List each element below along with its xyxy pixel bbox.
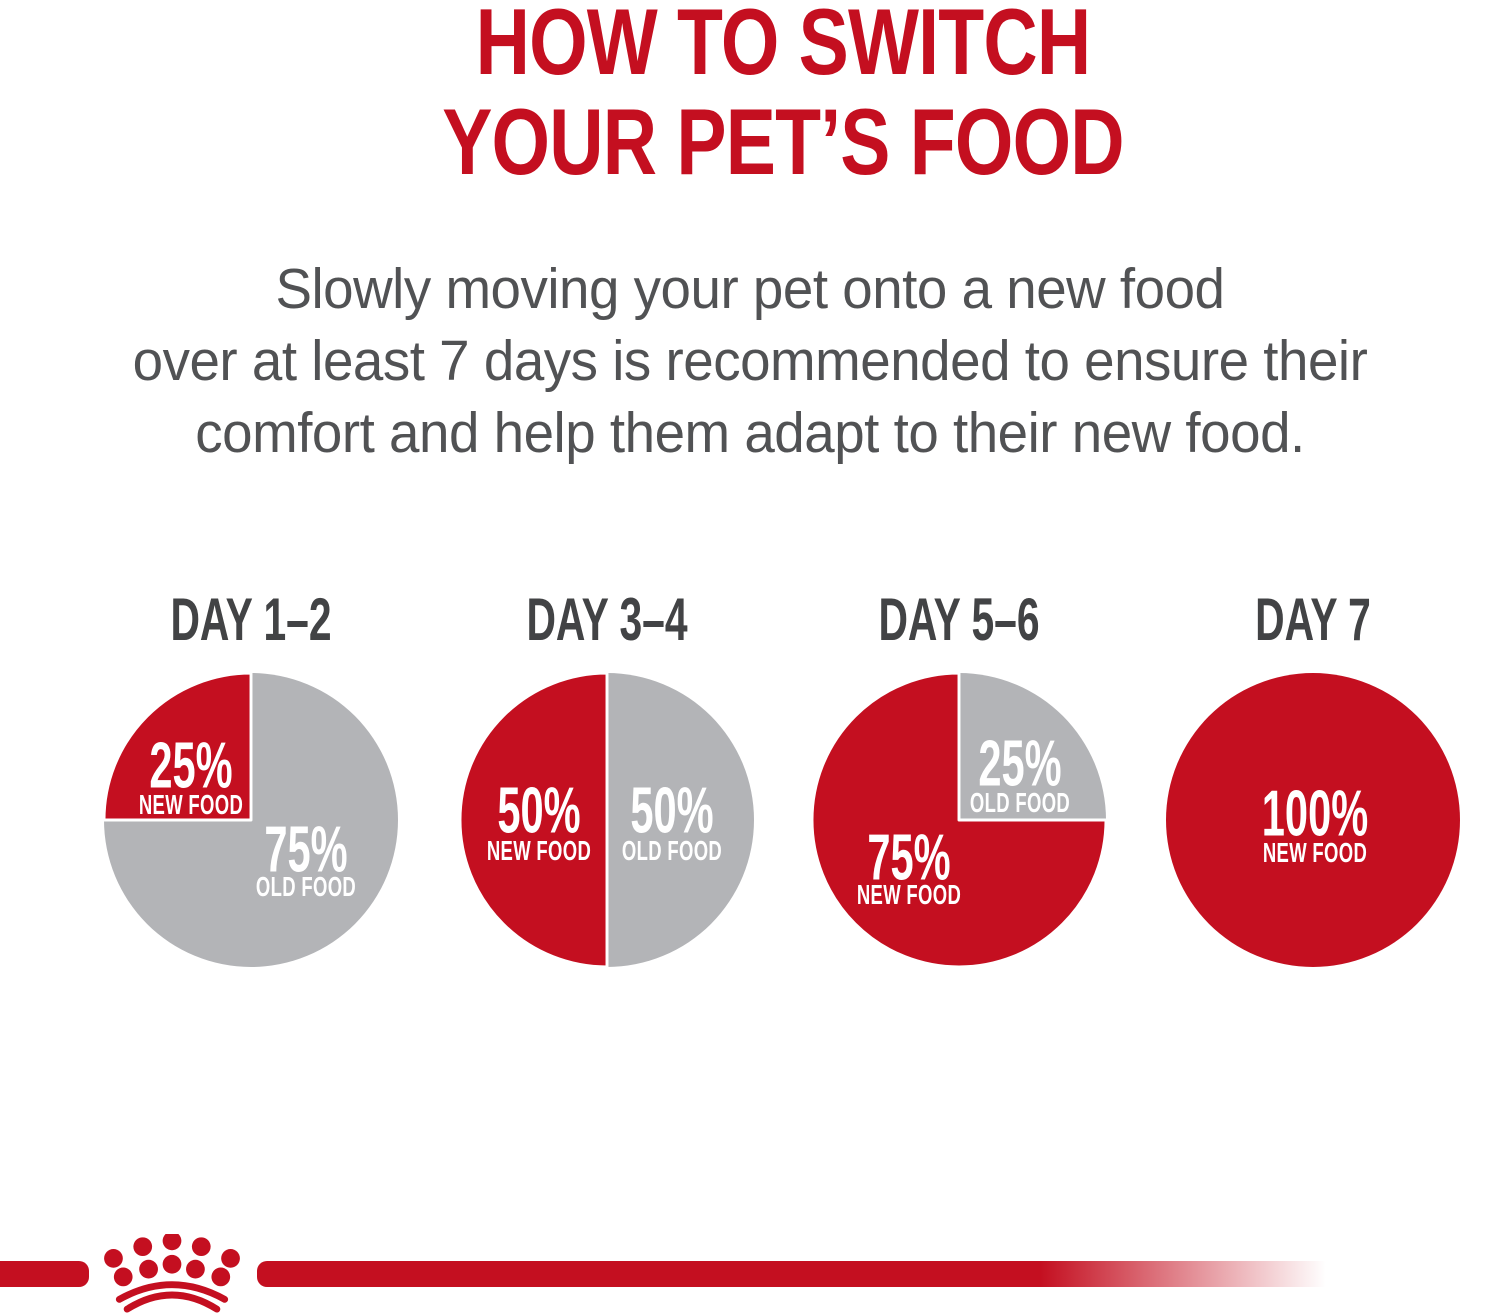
pie1-old-food-label: OLD FOOD <box>255 871 357 902</box>
pie-chart-day-1-2: 25% NEW FOOD 75% OLD FOOD <box>104 673 398 967</box>
day-7-label: DAY 7 <box>1255 586 1371 653</box>
pie2-old-food-percent: 50% <box>630 773 714 847</box>
pie-day-5-6-graphic <box>812 673 1106 967</box>
pie-chart-day-7: 100% NEW FOOD <box>1166 673 1460 967</box>
page-title-line2: YOUR PET’S FOOD <box>442 89 1124 194</box>
pie-day-3-4-graphic <box>460 673 754 967</box>
day-3-4-label: DAY 3–4 <box>526 586 688 653</box>
royal-canin-crown-icon <box>104 1234 240 1313</box>
new-food-slice <box>104 673 253 822</box>
day-5-6-label: DAY 5–6 <box>878 586 1040 653</box>
pie3-old-food-percent: 25% <box>978 726 1062 800</box>
subtitle-line3: comfort and help them adapt to their new… <box>195 401 1305 465</box>
footer-rule-right <box>257 1261 1500 1287</box>
pie4-new-food-label: NEW FOOD <box>1262 837 1368 868</box>
pie-day-7-graphic <box>1166 673 1460 967</box>
page-title: HOW TO SWITCH YOUR PET’S FOOD <box>183 0 1383 192</box>
pie-chart-day-5-6: 25% OLD FOOD 75% NEW FOOD <box>812 673 1106 967</box>
pie-chart-day-3-4: 50% NEW FOOD 50% OLD FOOD <box>460 673 754 967</box>
pie1-new-food-percent: 25% <box>149 728 233 802</box>
pie1-old-food-percent: 75% <box>264 812 348 886</box>
subtitle-line2: over at least 7 days is recommended to e… <box>132 329 1368 393</box>
page-title-line1: HOW TO SWITCH <box>475 0 1092 94</box>
new-food-slice <box>460 673 609 967</box>
pie4-new-food-percent: 100% <box>1261 776 1369 850</box>
new-food-slice <box>1166 673 1460 967</box>
pie3-new-food-percent: 75% <box>867 820 951 894</box>
pie2-old-food-label: OLD FOOD <box>621 835 723 866</box>
pie-day-1-2-graphic <box>104 673 398 967</box>
pie3-old-food-label: OLD FOOD <box>969 787 1071 818</box>
new-food-slice <box>812 673 1106 967</box>
pie2-new-food-label: NEW FOOD <box>486 835 592 866</box>
page-subtitle: Slowly moving your pet onto a new food o… <box>30 253 1470 469</box>
subtitle-line1: Slowly moving your pet onto a new food <box>275 257 1225 321</box>
pie1-new-food-label: NEW FOOD <box>138 789 244 820</box>
day-1-2-label: DAY 1–2 <box>170 586 332 653</box>
footer-rule-left <box>0 1261 89 1287</box>
pie3-new-food-label: NEW FOOD <box>856 879 962 910</box>
pie2-new-food-percent: 50% <box>497 773 581 847</box>
